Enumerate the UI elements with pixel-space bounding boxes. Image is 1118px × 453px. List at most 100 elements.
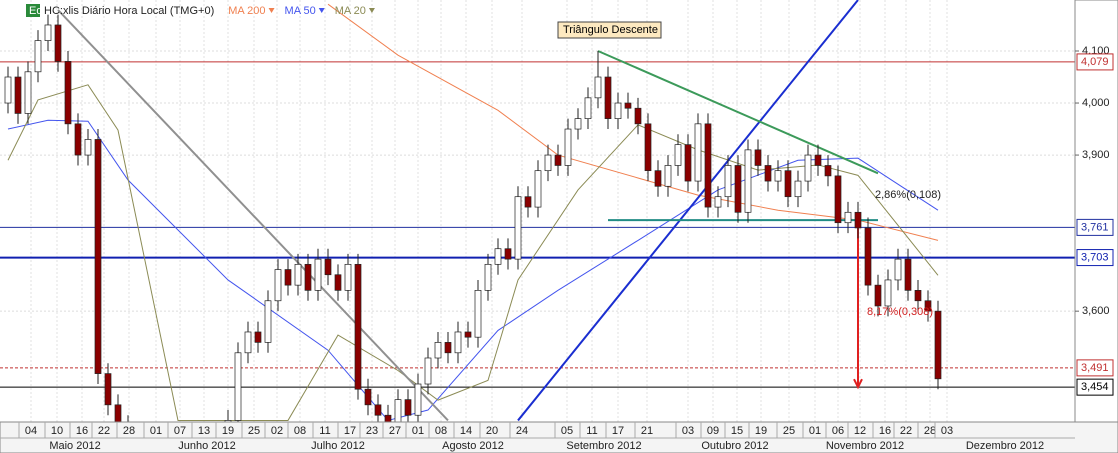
x-tick-label: 03 (682, 425, 694, 437)
candle-body (644, 123, 652, 172)
candle-body (424, 357, 432, 385)
candle-body (714, 196, 722, 208)
candle-body (524, 196, 532, 208)
candle-body (504, 248, 512, 260)
x-tick-label: 19 (222, 425, 234, 437)
candle-body (834, 175, 842, 224)
x-tick-label: 04 (25, 425, 37, 437)
x-tick-label: 16 (76, 425, 88, 437)
candle-body (604, 76, 612, 119)
candle-body (304, 263, 312, 291)
candle-body (334, 274, 342, 291)
candle-body (754, 149, 762, 166)
candle-body (354, 263, 362, 390)
legend-arrow (318, 8, 325, 13)
y-tick-label: 4,000 (1082, 97, 1110, 109)
candle-body (384, 414, 392, 422)
candle-body (494, 248, 502, 265)
candle-body (534, 170, 542, 208)
candle-body (744, 149, 752, 213)
x-tick-label: 25 (783, 425, 795, 437)
candle-body (704, 123, 712, 208)
x-tick-label: 20 (486, 425, 498, 437)
level-label: 3,703 (1081, 251, 1109, 263)
month-label: Junho 2012 (178, 440, 236, 452)
x-tick-label: 07 (174, 425, 186, 437)
icon[interactable] (26, 4, 40, 17)
candle-body (234, 352, 242, 421)
x-tick-label: 25 (248, 425, 260, 437)
chart-title[interactable]: HC:xlis Diário Hora Local (TMG+0) (44, 5, 214, 17)
candle-body (224, 420, 232, 422)
candle-body (44, 24, 52, 41)
level-box (1076, 378, 1114, 396)
x-tick-label: 02 (271, 425, 283, 437)
x-tick-label: 24 (516, 425, 528, 437)
month-label: Dezembro 2012 (966, 440, 1044, 452)
candle-body (764, 165, 772, 182)
candle-body (514, 196, 522, 260)
candle-body (344, 263, 352, 291)
candle-body (364, 388, 372, 406)
month-label: Setembro 2012 (566, 440, 641, 452)
candle-body (54, 24, 62, 62)
x-tick-label: 12 (854, 425, 866, 437)
candle-body (264, 300, 272, 343)
candle-body (784, 170, 792, 198)
candle-body (904, 258, 912, 291)
icon-text: Eq (29, 5, 42, 17)
candle-body (924, 300, 932, 312)
x-tick-label: 21 (641, 425, 653, 437)
x-tick-label: 22 (900, 425, 912, 437)
candle-body (894, 258, 902, 281)
candle-body (284, 269, 292, 286)
candle-body (624, 102, 632, 109)
candle-body (314, 258, 322, 291)
candle-body (884, 279, 892, 307)
candle-body (814, 154, 822, 166)
x-tick-label: 13 (198, 425, 210, 437)
candle-body (84, 139, 92, 156)
candle-body (584, 97, 592, 119)
month-label: Novembro 2012 (826, 440, 904, 452)
candle-body (374, 404, 382, 416)
arrow-head (853, 378, 863, 390)
candle-body (844, 211, 852, 224)
trendline (597, 50, 879, 175)
level-box (1076, 53, 1114, 71)
trendline (57, 9, 449, 422)
candle-body (464, 331, 472, 338)
candle-body (564, 128, 572, 166)
level-box (1076, 218, 1114, 236)
month-label: Maio 2012 (49, 440, 100, 452)
x-tick-label: 08 (294, 425, 306, 437)
candle-body (404, 399, 412, 416)
x-tick-label: 05 (561, 425, 573, 437)
candle-body (734, 165, 742, 213)
legend-entry[interactable]: MA 20 (335, 5, 366, 17)
candle-body (594, 76, 602, 99)
candle-body (654, 170, 662, 187)
x-tick-label: 08 (435, 425, 447, 437)
level-label: 3,491 (1081, 362, 1109, 374)
x-tick-label: 17 (344, 425, 356, 437)
legend-entry[interactable]: MA 50 (285, 5, 316, 17)
x-tick-label: 06 (832, 425, 844, 437)
level-label: 3,454 (1081, 381, 1109, 393)
candle-body (104, 373, 112, 406)
candle-body (484, 263, 492, 291)
candle-body (294, 263, 302, 286)
trendline (517, 0, 859, 422)
x-tick-label: 16 (879, 425, 891, 437)
x-tick-label: 09 (707, 425, 719, 437)
legend-entry[interactable]: MA 200 (228, 5, 265, 17)
x-tick-label: 27 (389, 425, 401, 437)
x-tick-label: 11 (586, 425, 597, 437)
x-tick-label: 17 (612, 425, 624, 437)
ma-line (327, 3, 939, 241)
y-tick-label: 3,600 (1082, 305, 1110, 317)
plot-area: Triângulo Descente 2,86%(0,108) 8,17%(0,30… (0, 0, 1075, 422)
x-tick-label: 14 (460, 425, 472, 437)
